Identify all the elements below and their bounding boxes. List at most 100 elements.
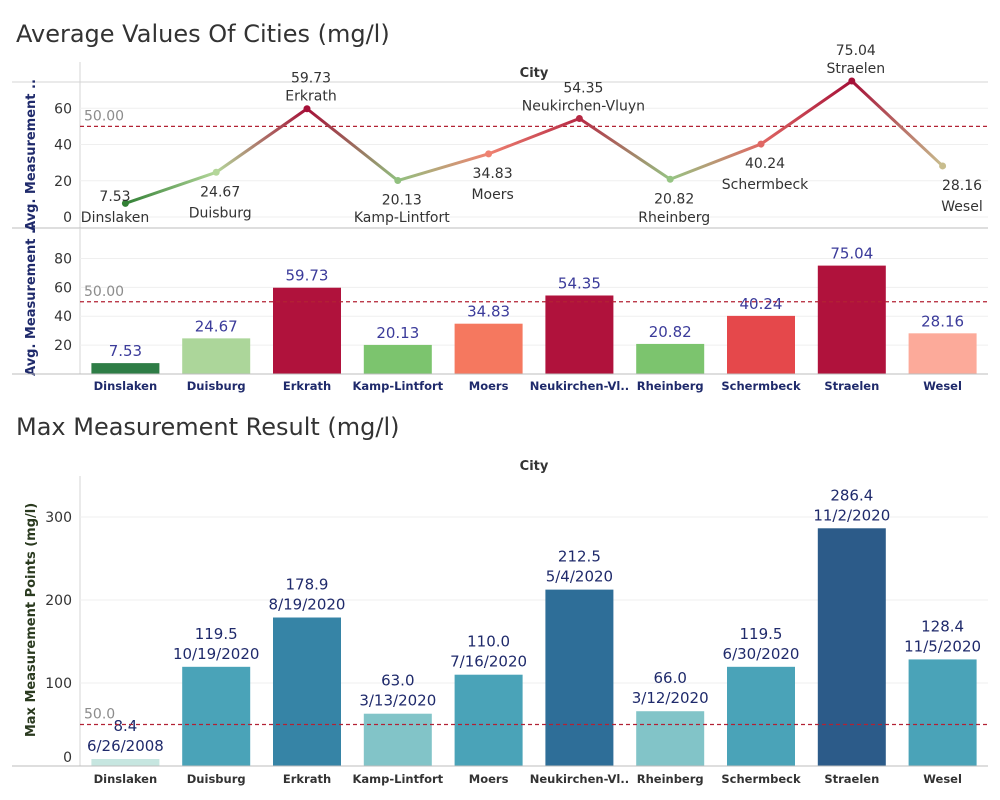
bar2-value-label: 212.5 bbox=[558, 548, 601, 566]
bar2-bar bbox=[636, 711, 705, 766]
line-data-point bbox=[485, 150, 493, 158]
bar2-y-tick-label: 0 bbox=[63, 750, 72, 766]
bar2-bar bbox=[182, 666, 251, 766]
line-y-tick-label: 0 bbox=[63, 210, 72, 226]
line-data-point bbox=[303, 105, 311, 113]
line-series-segment bbox=[668, 142, 763, 181]
bar2-bar bbox=[817, 528, 886, 766]
bar2-date-label: 11/5/2020 bbox=[904, 637, 981, 655]
line-city-label: Schermbeck bbox=[722, 177, 809, 193]
bar1-y-tick-label: 20 bbox=[54, 338, 72, 354]
bar2-category-label: Neukirchen-Vl.. bbox=[530, 772, 629, 786]
bar1-value-label: 40.24 bbox=[740, 295, 783, 313]
line-city-label: Straelen bbox=[826, 61, 885, 77]
bar1-bar bbox=[908, 333, 977, 374]
line-value-label: 54.35 bbox=[563, 80, 603, 96]
bar1-bar bbox=[817, 265, 886, 374]
bar2-y-tick-label: 200 bbox=[45, 593, 72, 609]
bar1-category-label: Schermbeck bbox=[721, 379, 801, 393]
bar1-category-label: Kamp-Lintfort bbox=[352, 379, 443, 393]
line-series-segment bbox=[123, 170, 218, 205]
bar2-reference-label: 50.0 bbox=[84, 707, 115, 723]
bar1-category-label: Erkrath bbox=[283, 379, 331, 393]
bar1-bar bbox=[727, 315, 795, 374]
line-value-label: 34.83 bbox=[473, 166, 513, 182]
bar2-bar bbox=[727, 666, 795, 766]
bar2-date-label: 6/26/2008 bbox=[87, 737, 164, 755]
bar1-value-label: 54.35 bbox=[558, 274, 601, 292]
bar1-value-label: 28.16 bbox=[921, 312, 964, 330]
bar2-bar bbox=[91, 759, 160, 766]
line-value-label: 24.67 bbox=[200, 184, 240, 200]
bar2-date-label: 6/30/2020 bbox=[723, 645, 800, 663]
line-data-point bbox=[939, 162, 947, 170]
bar1-category-label: Dinslaken bbox=[94, 379, 158, 393]
bar2-y-axis-label: Max Measurement Points (mg/l) bbox=[24, 503, 39, 737]
bar2-value-label: 119.5 bbox=[740, 625, 783, 643]
bar2-category-label: Rheinberg bbox=[637, 772, 704, 786]
bar2-y-tick-label: 100 bbox=[45, 676, 72, 692]
bar1-value-label: 75.04 bbox=[830, 245, 873, 263]
bar1-value-label: 24.67 bbox=[195, 317, 238, 335]
line-series-segment bbox=[487, 116, 581, 156]
line-data-point bbox=[212, 168, 220, 176]
line-series-segment bbox=[396, 152, 491, 183]
bar1-category-label: Rheinberg bbox=[637, 379, 704, 393]
bar2-bar bbox=[545, 589, 614, 766]
bar2-category-label: Duisburg bbox=[187, 772, 246, 786]
avg-line-chart: City 0 20 40 60 Avg. Measurement .. 50.00 7.53 D… bbox=[12, 43, 988, 231]
line-y-tick-label: 20 bbox=[54, 174, 72, 190]
bar2-bar bbox=[363, 713, 432, 766]
bar2-value-label: 178.9 bbox=[286, 576, 329, 594]
max-chart-header: City bbox=[520, 459, 549, 474]
bar1-category-label: Wesel bbox=[923, 379, 962, 393]
bar1-category-label: Neukirchen-Vl.. bbox=[530, 379, 629, 393]
bar2-date-label: 11/2/2020 bbox=[813, 506, 890, 524]
line-city-label: Dinslaken bbox=[81, 210, 149, 226]
bar2-date-label: 3/12/2020 bbox=[632, 689, 709, 707]
bar2-date-label: 5/4/2020 bbox=[546, 568, 613, 586]
bar1-bar bbox=[182, 338, 251, 374]
line-data-point bbox=[666, 175, 674, 183]
line-y-tick-label: 60 bbox=[54, 101, 72, 117]
bar2-date-label: 8/19/2020 bbox=[269, 596, 346, 614]
line-data-point bbox=[394, 177, 402, 185]
line-city-label: Kamp-Lintfort bbox=[354, 210, 450, 226]
bar1-category-label: Duisburg bbox=[187, 379, 246, 393]
line-series-segment bbox=[214, 107, 309, 174]
line-y-axis-label: Avg. Measurement .. bbox=[24, 79, 39, 231]
line-value-label: 59.73 bbox=[291, 71, 331, 87]
line-value-label: 28.16 bbox=[942, 178, 982, 194]
bar2-value-label: 110.0 bbox=[467, 633, 510, 651]
line-city-label: Duisburg bbox=[189, 205, 252, 221]
max-measurement-title: Max Measurement Result (mg/l) bbox=[16, 413, 400, 441]
bar1-y-tick-label: 60 bbox=[54, 280, 72, 296]
bar2-value-label: 286.4 bbox=[830, 486, 873, 504]
line-series-segment bbox=[850, 79, 945, 168]
bar2-category-label: Wesel bbox=[923, 772, 962, 786]
bar2-category-label: Moers bbox=[469, 772, 509, 786]
bar2-category-label: Erkrath bbox=[283, 772, 331, 786]
bar1-value-label: 20.13 bbox=[376, 324, 419, 342]
bar1-bar bbox=[91, 363, 160, 374]
bar2-bar bbox=[908, 659, 977, 766]
line-city-label: Neukirchen-Vluyn bbox=[522, 98, 645, 114]
line-y-tick-label: 40 bbox=[54, 138, 72, 154]
line-value-label: 75.04 bbox=[836, 43, 876, 59]
line-series-segment bbox=[305, 107, 400, 183]
bar2-bar bbox=[454, 674, 523, 766]
bar1-category-label: Moers bbox=[469, 379, 509, 393]
bar2-value-label: 119.5 bbox=[195, 625, 238, 643]
bar2-value-label: 66.0 bbox=[653, 669, 686, 687]
line-reference-label: 50.00 bbox=[84, 108, 124, 124]
line-city-label: Erkrath bbox=[285, 89, 336, 105]
avg-bar-chart: 20 40 60 80 Avg. Measurement .. 7.53 Dinslaken… bbox=[12, 224, 988, 393]
line-city-label: Wesel bbox=[941, 199, 982, 215]
line-data-point bbox=[848, 77, 856, 85]
bar2-value-label: 63.0 bbox=[381, 672, 414, 690]
bar2-bar bbox=[273, 617, 341, 766]
bar1-value-label: 7.53 bbox=[109, 342, 142, 360]
bar1-category-label: Straelen bbox=[824, 379, 879, 393]
bar1-bar bbox=[636, 343, 705, 374]
bar2-category-label: Dinslaken bbox=[94, 772, 158, 786]
